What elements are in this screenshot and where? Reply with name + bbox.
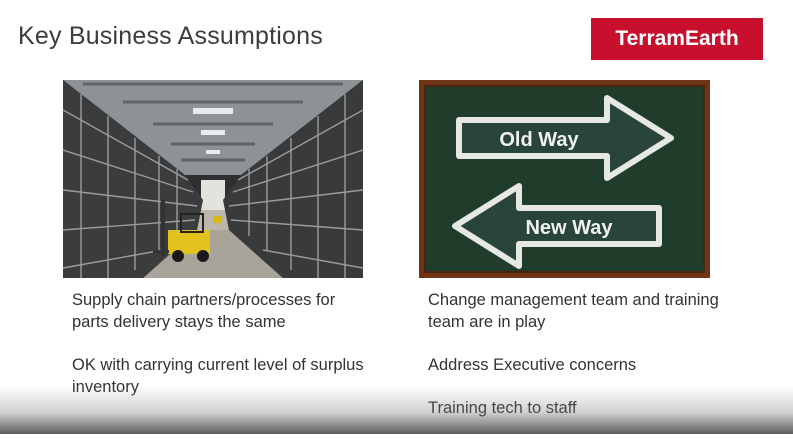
bullet-item: Training tech to staff [428, 399, 577, 417]
bullet-item: Change management team and training team… [428, 291, 719, 331]
old-way-label: Old Way [499, 129, 579, 151]
chalkboard-arrows-image: Old Way New Way [419, 80, 710, 278]
bullet-item: Supply chain partners/processes for part… [72, 291, 336, 331]
old-way-arrow [456, 95, 674, 181]
terramearth-logo: TerramEarth [591, 18, 763, 60]
new-way-arrow [452, 183, 662, 269]
new-way-label: New Way [525, 217, 613, 239]
left-bullet-list: Supply chain partners/processes for part… [72, 289, 372, 419]
bullet-item: OK with carrying current level of surplu… [72, 356, 364, 396]
logo-text: TerramEarth [615, 27, 739, 50]
warehouse-forklift-image [63, 80, 363, 278]
slide-title: Key Business Assumptions [18, 22, 323, 50]
right-bullet-list: Change management team and training team… [428, 289, 728, 440]
bullet-item: Address Executive concerns [428, 356, 637, 374]
